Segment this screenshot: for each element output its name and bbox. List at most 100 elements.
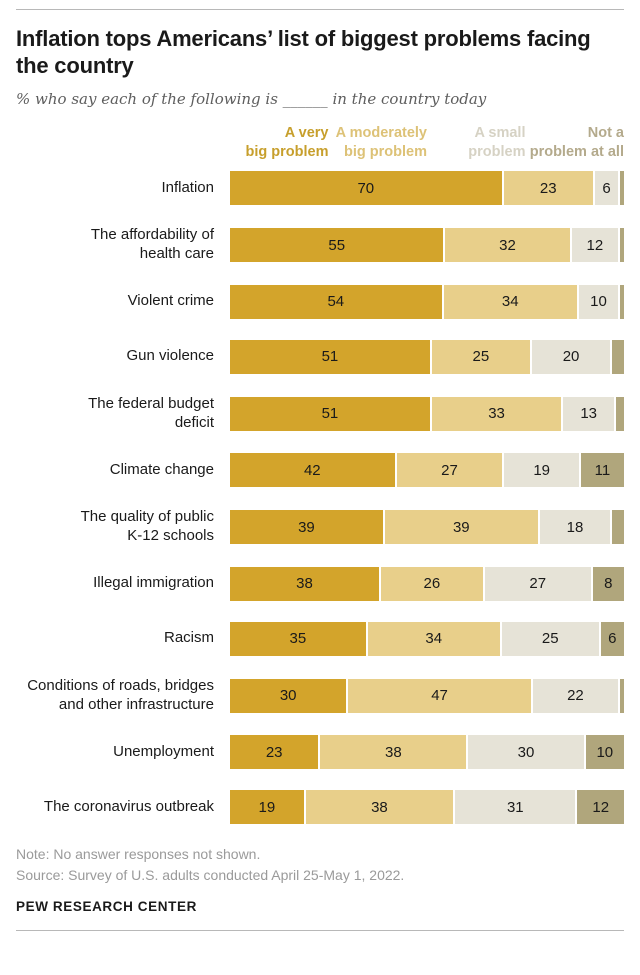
bar-stack: 51 25 20	[230, 339, 625, 374]
brand-label: PEW RESEARCH CENTER	[16, 899, 197, 915]
segment-value-label: 10	[596, 743, 614, 761]
bar-segment-not-at-all	[620, 678, 624, 713]
bar-segment-small: 13	[563, 396, 615, 431]
bar-segment-moderately-big: 32	[445, 228, 570, 263]
bar-segment-small: 10	[578, 284, 619, 319]
segment-value-label: 6	[608, 630, 617, 648]
bar-segment-moderately-big: 33	[431, 396, 562, 431]
segment-value-label: 13	[580, 405, 598, 423]
report-page: Inflation tops Americans’ list of bigges…	[0, 9, 640, 932]
segment-value-label: 54	[327, 293, 345, 311]
row-label: Gun violence	[126, 347, 214, 365]
bar-segment-moderately-big: 38	[305, 790, 454, 825]
bar-row: Violent crime 54 34 10	[16, 284, 624, 319]
bar-segment-not-at-all: 11	[580, 453, 625, 488]
bar-segment-moderately-big: 23	[503, 171, 593, 206]
row-label: The quality of public K-12 schools	[80, 508, 214, 545]
bar-row: Illegal immigration 38 26 27 8	[16, 566, 624, 601]
bar-row: Conditions of roads, bridges and other i…	[16, 677, 624, 715]
bar-stack: 51 33 13	[230, 396, 624, 431]
chart-note: Note: No answer responses not shown.	[16, 846, 261, 863]
bar-segment-moderately-big: 25	[431, 339, 530, 374]
bar-segment-small: 27	[484, 566, 591, 601]
bar-row: The affordability of health care 55 32 12	[16, 226, 624, 264]
segment-value-label: 19	[258, 798, 276, 816]
bar-row: Climate change 42 27 19 11	[16, 453, 625, 488]
bar-segment-very-big: 38	[230, 566, 379, 601]
legend-item-not-at-all: Not a problem at all	[529, 124, 624, 160]
bar-row: The quality of public K-12 schools 39 39 18	[16, 508, 624, 546]
segment-value-label: 19	[533, 461, 551, 479]
segment-value-label: 10	[590, 293, 607, 311]
segment-value-label: 27	[441, 461, 458, 479]
segment-value-label: 8	[604, 575, 613, 593]
segment-value-label: 6	[602, 179, 611, 197]
segment-value-label: 34	[501, 293, 519, 311]
bar-segment-very-big: 39	[230, 510, 383, 545]
bar-stack: 19 38 31 12	[230, 790, 624, 825]
segment-value-label: 38	[385, 743, 402, 761]
segment-value-label: 38	[371, 798, 388, 816]
bar-segment-very-big: 35	[230, 621, 366, 656]
row-label: Illegal immigration	[93, 574, 214, 592]
bar-segment-not-at-all	[616, 396, 624, 431]
bar-stack: 23 38 30 10	[230, 735, 624, 770]
bar-segment-not-at-all: 6	[600, 621, 624, 656]
bar-row: Gun violence 51 25 20	[16, 339, 625, 374]
segment-value-label: 51	[321, 348, 339, 366]
segment-value-label: 35	[289, 630, 307, 648]
bar-segment-moderately-big: 26	[380, 566, 483, 601]
row-label: Climate change	[109, 460, 214, 478]
bar-segment-small: 31	[455, 790, 576, 825]
segment-value-label: 26	[423, 575, 441, 593]
bar-segment-not-at-all	[620, 228, 624, 263]
bar-stack: 35 34 25 6	[230, 621, 624, 656]
row-label: Conditions of roads, bridges and other i…	[27, 676, 214, 713]
bar-segment-not-at-all	[620, 171, 624, 206]
row-label: Racism	[163, 629, 214, 647]
segment-value-label: 27	[529, 575, 547, 593]
segment-value-label: 33	[488, 405, 505, 423]
chart-subtitle: % who say each of the following is _____…	[16, 89, 487, 108]
segment-value-label: 39	[452, 518, 470, 536]
bar-segment-small: 20	[531, 339, 611, 374]
bar-row: Racism 35 34 25 6	[16, 621, 624, 656]
bar-segment-small: 18	[539, 510, 611, 545]
row-label: The federal budget deficit	[88, 394, 214, 431]
segment-value-label: 70	[357, 179, 375, 197]
bar-segment-very-big: 23	[230, 735, 319, 770]
bar-segment-not-at-all: 10	[585, 735, 624, 770]
row-label: The coronavirus outbreak	[43, 797, 214, 815]
bar-segment-moderately-big: 38	[320, 735, 467, 770]
segment-value-label: 51	[321, 405, 339, 423]
segment-value-label: 12	[592, 798, 610, 816]
bar-segment-small: 25	[501, 621, 599, 656]
bar-row: Unemployment 23 38 30 10	[16, 735, 624, 770]
bar-segment-moderately-big: 34	[443, 284, 577, 319]
bar-segment-very-big: 42	[230, 453, 395, 488]
bar-row: The federal budget deficit 51 33 13	[16, 395, 624, 433]
bar-segment-not-at-all	[612, 339, 625, 374]
bar-segment-small: 12	[571, 228, 619, 263]
chart-source: Source: Survey of U.S. adults conducted …	[16, 867, 405, 884]
segment-value-label: 39	[298, 518, 315, 536]
bar-stack: 54 34 10	[230, 284, 624, 319]
bar-segment-not-at-all	[620, 284, 624, 319]
bar-row: The coronavirus outbreak 19 38 31 12	[16, 790, 624, 825]
segment-value-label: 25	[472, 348, 490, 366]
segment-value-label: 12	[586, 236, 604, 254]
chart-rows: Inflation 70 23 6 The affordability of healt…	[16, 171, 625, 825]
bar-segment-small: 30	[468, 735, 584, 770]
bar-segment-small: 22	[532, 678, 619, 713]
legend-item-small: A small problem	[468, 124, 526, 160]
segment-value-label: 30	[279, 687, 297, 705]
segment-value-label: 18	[566, 518, 584, 536]
legend-item-very-big: A very big problem	[245, 124, 329, 160]
chart-legend: A very big problem A moderately big probl…	[230, 124, 624, 162]
bar-segment-very-big: 51	[230, 339, 430, 374]
segment-value-label: 23	[539, 179, 557, 197]
page-title: Inflation tops Americans’ list of bigges…	[16, 26, 591, 78]
bar-segment-moderately-big: 39	[384, 510, 538, 545]
bar-row: Inflation 70 23 6	[16, 171, 624, 206]
bar-stack: 70 23 6	[230, 171, 624, 206]
